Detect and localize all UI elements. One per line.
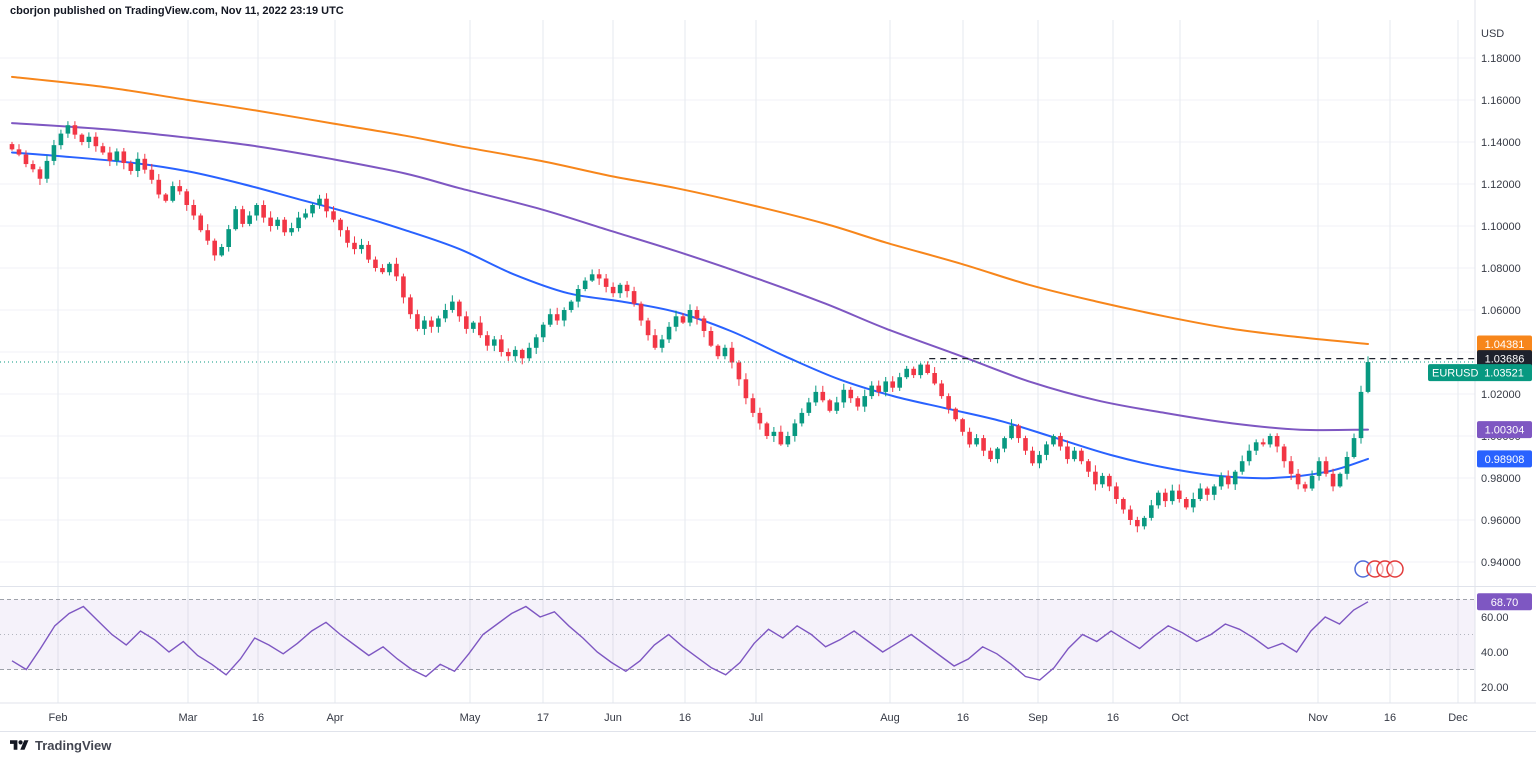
- svg-text:1.00304: 1.00304: [1485, 425, 1525, 437]
- symbol-price-tag: EURUSD 1.03521: [1428, 364, 1532, 382]
- rsi-line: [11, 601, 1369, 681]
- time-axis-label: 16: [1107, 712, 1119, 724]
- time-axis-label: Feb: [49, 712, 68, 724]
- time-axis-label: 16: [252, 712, 264, 724]
- sma-100-line: [11, 122, 1369, 432]
- svg-text:68.70: 68.70: [1491, 597, 1519, 609]
- svg-text:0.98908: 0.98908: [1485, 454, 1525, 466]
- time-axis-label: Nov: [1308, 712, 1328, 724]
- chart-canvas[interactable]: USD 1.18000 1.16000 1.14000 1.12000 1.10000 1.…: [0, 0, 1536, 731]
- time-axis-label: Aug: [880, 712, 900, 724]
- time-axis-label: Apr: [326, 712, 343, 724]
- time-axis-label: Oct: [1171, 712, 1188, 724]
- time-axis-label: Jul: [749, 712, 763, 724]
- time-axis-label: 16: [957, 712, 969, 724]
- price-tag: 1.04381: [1477, 335, 1532, 353]
- price-axis-label: 1.10000: [1481, 221, 1521, 233]
- time-axis-label: Mar: [179, 712, 198, 724]
- rsi-pane: [0, 599, 1475, 681]
- footer-bar: TradingView: [0, 731, 1536, 758]
- rsi-axis-label: 60.00: [1481, 612, 1509, 624]
- price-axis-label: 1.08000: [1481, 263, 1521, 275]
- price-axis-label: 1.06000: [1481, 305, 1521, 317]
- rsi-axis-label: 40.00: [1481, 647, 1509, 659]
- price-axis-label: 0.96000: [1481, 515, 1521, 527]
- time-axis-label: 17: [537, 712, 549, 724]
- time-axis-label: May: [460, 712, 481, 724]
- price-tag: 0.98908: [1477, 450, 1532, 468]
- price-axis-label: 1.14000: [1481, 137, 1521, 149]
- svg-text:1.04381: 1.04381: [1485, 339, 1525, 351]
- svg-text:EURUSD: EURUSD: [1432, 368, 1479, 380]
- candlestick-series: [9, 121, 1371, 533]
- time-axis-label: Sep: [1028, 712, 1048, 724]
- rsi-axis-label: 20.00: [1481, 682, 1509, 694]
- tradingview-brand-text[interactable]: TradingView: [35, 737, 112, 753]
- attribution-text: cborjon published on TradingView.com, No…: [10, 5, 344, 17]
- time-axis-label: Jun: [604, 712, 622, 724]
- price-tags: 1.04381 1.03686 EURUSD 1.03521 1.00304 0.9890…: [1428, 335, 1532, 611]
- time-axis-label: Dec: [1448, 712, 1468, 724]
- panel-frame: [0, 0, 1536, 704]
- sma-50-line: [11, 151, 1369, 480]
- rsi-band: [0, 599, 1475, 670]
- price-axis-label: 1.16000: [1481, 95, 1521, 107]
- time-axis-label: 16: [679, 712, 691, 724]
- price-axis-unit: USD: [1481, 28, 1504, 40]
- time-axis[interactable]: Feb Mar 16 Apr May 17 Jun 16 Jul Aug 16 Sep 16 Oct Nov…: [49, 712, 1469, 724]
- gridlines: [0, 20, 1475, 703]
- price-tag: 1.00304: [1477, 421, 1532, 439]
- price-axis-label: 1.12000: [1481, 179, 1521, 191]
- svg-text:1.03521: 1.03521: [1484, 368, 1524, 380]
- price-axis-label: 0.98000: [1481, 473, 1521, 485]
- price-axis-label: 1.02000: [1481, 389, 1521, 401]
- time-axis-label: 16: [1384, 712, 1396, 724]
- price-tag: 1.03686: [1477, 350, 1532, 368]
- tradingview-logo-glyph: [10, 739, 29, 750]
- price-axis-label: 1.18000: [1481, 53, 1521, 65]
- svg-text:1.03686: 1.03686: [1485, 354, 1525, 366]
- price-axis-label: 0.94000: [1481, 557, 1521, 569]
- sma-200-line: [11, 75, 1369, 345]
- rsi-value-tag: 68.70: [1477, 593, 1532, 611]
- coins-watermark-icon: [1354, 560, 1404, 578]
- tradingview-logo-icon[interactable]: [10, 738, 29, 753]
